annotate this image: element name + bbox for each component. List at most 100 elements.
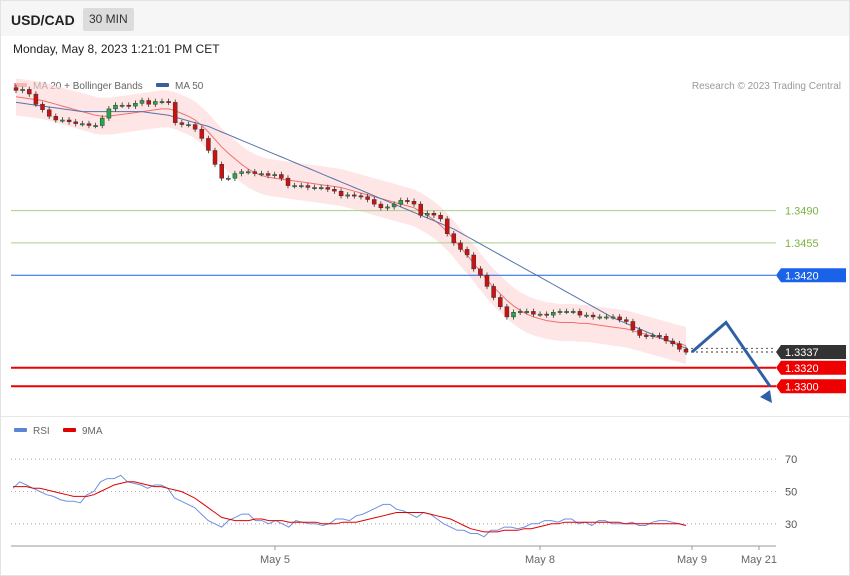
candle-body (597, 316, 603, 319)
candle-body (186, 124, 191, 127)
candle-body (524, 311, 530, 313)
candle-body (106, 108, 112, 119)
candle-body (60, 119, 65, 122)
ma20-line (15, 96, 687, 347)
candle-body (670, 340, 675, 345)
level-label-1.3490: 1.3490 (785, 206, 819, 218)
candle-body (206, 138, 211, 151)
candle-body (478, 268, 483, 276)
candle-body (252, 171, 258, 174)
candle-body (159, 101, 165, 103)
candle-body (391, 203, 397, 208)
bollinger-band (16, 78, 686, 365)
candle-body (531, 311, 536, 315)
symbol-title: USD/CAD (11, 12, 75, 28)
candle-body (378, 203, 384, 209)
candle-body (577, 311, 583, 316)
candle-body (40, 103, 45, 110)
candle-body (438, 214, 443, 220)
candle-body (119, 104, 125, 107)
legend-ma50-label: MA 50 (175, 81, 204, 92)
level-tag-1.3300 (776, 379, 846, 394)
candle-body (498, 297, 503, 307)
timeframe-button[interactable]: 30 MIN (83, 8, 134, 31)
ma9-swatch (63, 428, 76, 433)
candle-body (650, 335, 656, 337)
candle-body (491, 286, 496, 298)
candle-body (86, 123, 92, 126)
candle-body (411, 201, 417, 205)
candle-body (285, 177, 291, 186)
candle-body (99, 117, 105, 126)
candle-body (265, 173, 271, 176)
candle-body (338, 190, 344, 197)
candle-body (20, 89, 25, 91)
ma50-line (15, 101, 687, 349)
ma50-swatch (156, 83, 169, 88)
candle-body (33, 93, 39, 105)
candle-body (418, 203, 423, 216)
time-tick-label-May-21: May 21 (741, 554, 777, 566)
candle-body (126, 104, 132, 107)
candle-body (73, 121, 78, 124)
candle-body (93, 125, 98, 127)
candle-body (371, 199, 377, 205)
candle-body (551, 312, 556, 316)
rsi-tick-label-30: 30 (785, 519, 797, 531)
rsi-tick-label-50: 50 (785, 487, 797, 499)
candle-body (292, 185, 297, 188)
candle-body (643, 335, 649, 337)
candle-body (239, 171, 244, 174)
candle-body (484, 275, 490, 287)
candle-body (272, 174, 277, 176)
projection-arrow (691, 320, 772, 388)
candle-body (398, 200, 404, 205)
level-tag-1.3420 (776, 268, 846, 283)
candle-body (471, 254, 476, 270)
candle-body (537, 313, 543, 316)
candle-body (385, 206, 390, 209)
level-tag-1.3337 (776, 345, 846, 360)
candle-body (570, 311, 576, 313)
candle-body (299, 185, 304, 188)
candle-body (172, 102, 178, 123)
candle-body (13, 87, 19, 91)
time-tick-label-May-9: May 9 (677, 554, 707, 566)
time-tick-label-May-8: May 8 (525, 554, 555, 566)
candle-body (332, 189, 337, 192)
candle-body (677, 343, 682, 350)
candle-body (232, 173, 238, 179)
candle-body (431, 213, 437, 216)
candle-body (504, 306, 510, 318)
candle-body (584, 314, 589, 317)
candle-body (590, 314, 596, 318)
candle-body (80, 123, 85, 126)
candle-body (133, 103, 138, 107)
legend-9ma-label: 9MA (82, 426, 103, 437)
candle-body (358, 195, 364, 198)
candle-body (425, 213, 430, 216)
level-tag-1.3320 (776, 360, 846, 375)
rsi-swatch (14, 428, 27, 433)
candle-body (458, 242, 463, 250)
candle-body (464, 249, 470, 256)
candle-body (192, 124, 198, 130)
candle-body (279, 174, 284, 179)
legend-rsi-label: RSI (33, 426, 50, 437)
candle-body (53, 116, 59, 121)
panel-separator (1, 416, 849, 417)
candle-body (325, 187, 331, 190)
candle-body (617, 316, 622, 320)
legend-ma50: MA 50 (156, 81, 203, 92)
level-label-1.3337: 1.3337 (785, 347, 819, 359)
candle-body (511, 312, 516, 318)
candle-body (66, 119, 72, 123)
legend-9ma: 9MA (63, 426, 103, 437)
candle-body (663, 336, 669, 342)
candle-body (259, 173, 264, 176)
legend-ma20-label: MA 20 + Bollinger Bands (33, 81, 143, 92)
candle-body (245, 171, 251, 174)
candle-body (683, 349, 689, 353)
candle-body (624, 319, 629, 322)
